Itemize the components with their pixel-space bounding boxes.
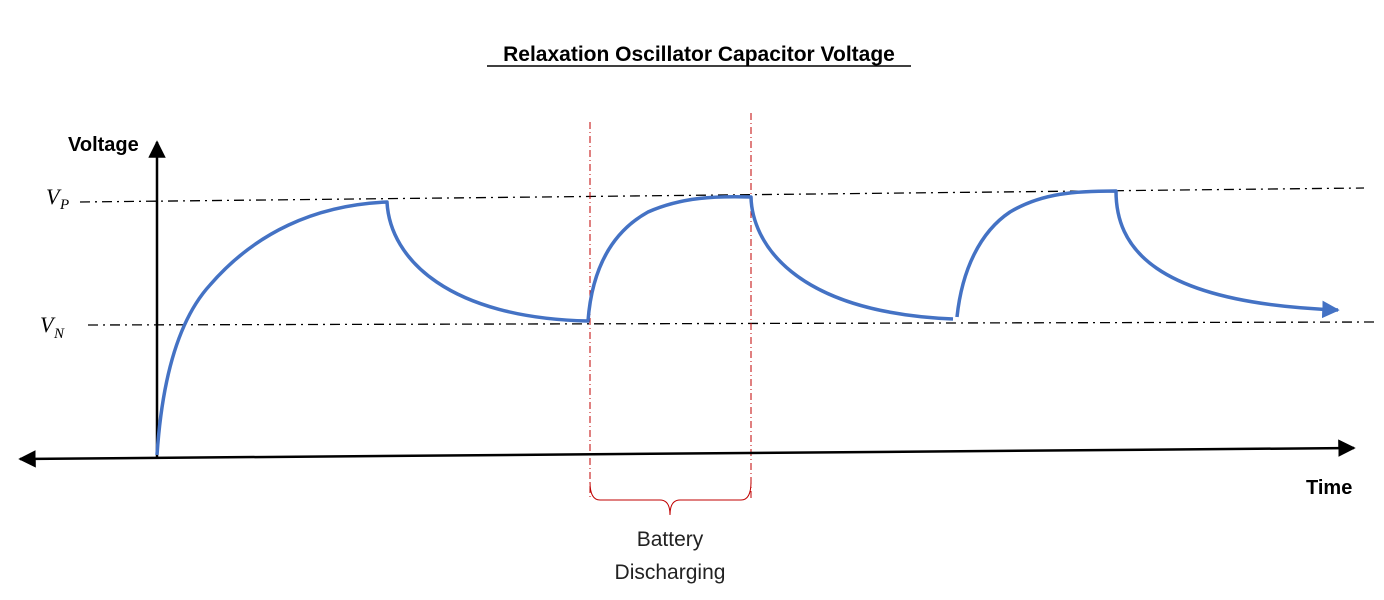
annotation-line-2: Discharging <box>615 561 726 584</box>
vp-label: V P <box>46 184 69 213</box>
y-axis-label: Voltage <box>68 134 139 156</box>
vn-label: V N <box>40 312 65 342</box>
x-axis-label: Time <box>1306 477 1352 499</box>
vn-label-subscript: N <box>53 326 65 342</box>
vp-reference-line <box>79 187 1365 203</box>
vn-reference-line <box>87 321 1375 326</box>
annotation-line-1: Battery <box>637 528 704 551</box>
diagram-title: Relaxation Oscillator Capacitor Voltage <box>503 43 895 66</box>
vp-label-symbol: V <box>46 184 62 209</box>
vn-label-symbol: V <box>40 312 56 337</box>
vp-label-subscript: P <box>59 197 69 213</box>
discharge-brace <box>589 481 752 516</box>
x-axis <box>18 439 1356 468</box>
capacitor-voltage-waveform <box>155 189 1338 456</box>
